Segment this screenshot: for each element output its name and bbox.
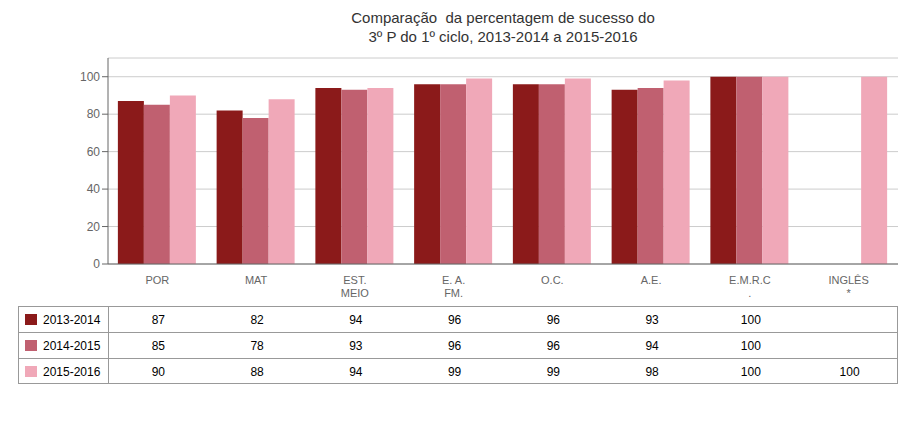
svg-text:A.E.: A.E. [641,274,662,286]
svg-text:O.C.: O.C. [541,274,564,286]
html-text:96: 96 [546,312,560,327]
html-text:90: 90 [151,364,165,379]
html-text:98: 98 [645,364,659,379]
html-text:2014-2015: 2014-2015 [43,338,101,353]
html-text:99: 99 [447,364,462,379]
svg-text:60: 60 [87,145,101,159]
html-text:100: 100 [839,364,860,379]
html-text:100: 100 [740,338,761,353]
html-text:96: 96 [546,338,560,353]
svg-text:20: 20 [87,220,101,234]
html-text:99: 99 [546,364,560,379]
svg-text:40: 40 [87,182,101,196]
svg-text:EST.MEIO: EST.MEIO [341,274,370,299]
svg-text:POR: POR [145,274,169,286]
svg-text:INGLÊS*: INGLÊS* [828,274,868,299]
html-text:94: 94 [645,338,659,353]
html-text:82: 82 [250,312,264,327]
svg-text:MAT: MAT [245,274,268,286]
html-text:87: 87 [151,312,165,327]
html-text:93: 93 [349,338,363,353]
html-text:100: 100 [740,312,761,327]
html-text:88: 88 [250,364,264,379]
svg-text:E.M.R.C.: E.M.R.C. [729,274,771,299]
html-text:85: 85 [151,338,165,353]
html-text:Comparação da percentagem de s: Comparação da percentagem de sucesso do [351,9,655,26]
html-text:3º P do 1º ciclo, 2013-2014 a: 3º P do 1º ciclo, 2013-2014 a 2015-2016 [368,28,638,45]
html-text:100: 100 [740,364,761,379]
html-text:93: 93 [645,312,659,327]
html-text:78: 78 [250,338,264,353]
html-text:96: 96 [447,312,462,327]
svg-text:E. A.FM.: E. A.FM. [442,274,465,299]
html-text:94: 94 [349,364,363,379]
html-text:2015-2016: 2015-2016 [43,364,101,379]
html-text:94: 94 [349,312,363,327]
html-text:2013-2014: 2013-2014 [43,312,101,327]
html-text:96: 96 [447,338,462,353]
svg-text:80: 80 [87,107,101,121]
svg-text:0: 0 [93,257,100,271]
svg-text:100: 100 [80,70,100,84]
